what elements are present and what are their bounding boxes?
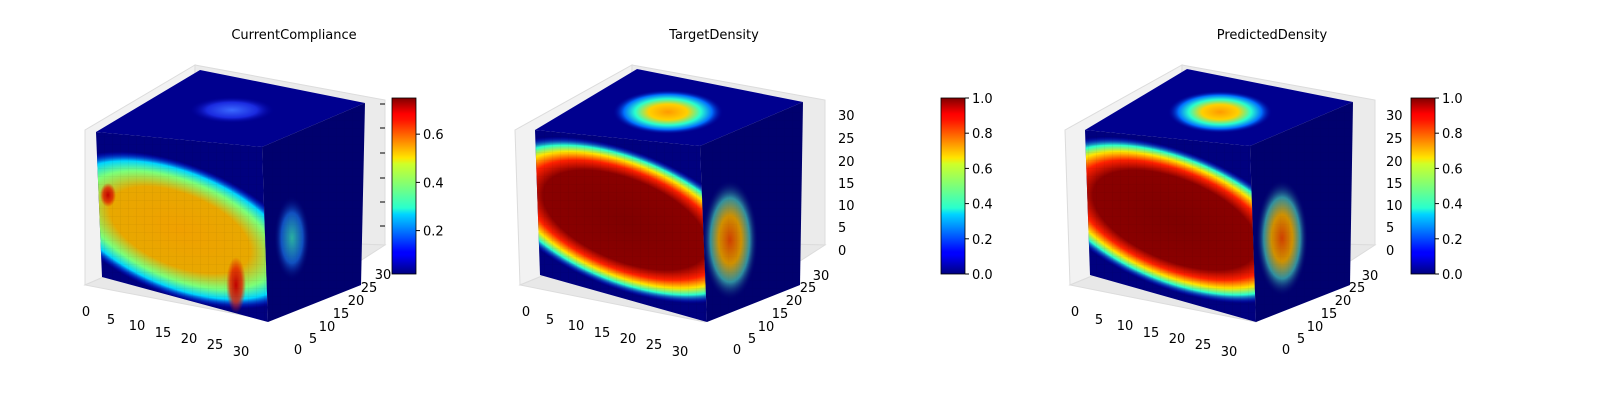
voxel-cube [96,70,365,322]
colorbar-tick-label: 0.4 [1442,198,1463,213]
x-axis-ticks: 0 5 10 15 20 25 30 [1071,305,1237,360]
z-tick-label: 30 [838,109,855,124]
colorbar-tick-label: 0.6 [972,162,993,177]
x-tick-label: 15 [1143,326,1160,341]
colorbar: 0.2 0.4 0.6 [391,97,444,275]
x-tick-label: 10 [568,319,585,334]
x-tick-label: 10 [129,319,146,334]
y-tick-label: 25 [1349,281,1366,296]
voxel-cube [535,69,803,322]
x-tick-label: 20 [181,332,198,347]
y-tick-label: 25 [800,281,817,296]
panel-predicted-density: PredictedDensity 0 5 10 [1064,28,1463,360]
y-axis-ticks: 0 5 10 15 20 25 30 [733,269,829,358]
x-tick-label: 25 [1195,338,1212,353]
x-tick-label: 30 [233,345,250,360]
x-axis-ticks: 0 5 10 15 20 25 30 [82,305,249,360]
y-tick-label: 0 [294,343,302,358]
y-tick-label: 30 [375,268,392,283]
colorbar: 0.0 0.2 0.4 0.6 0.8 1.0 [1410,92,1463,283]
y-tick-label: 20 [348,294,365,309]
z-tick-label: 25 [838,132,855,147]
x-tick-label: 25 [646,338,663,353]
y-tick-label: 10 [1307,320,1324,335]
x-tick-label: 30 [672,345,689,360]
colorbar-gradient [940,97,966,275]
colorbar-tick-label: 0.6 [423,128,444,143]
voxel-cube [1085,69,1353,322]
z-tick-label: 0 [1386,244,1394,259]
x-tick-label: 5 [107,313,115,328]
colorbar-tick-label: 0.2 [1442,233,1463,248]
z-tick-label: 10 [838,199,855,214]
z-tick-label: 5 [838,221,846,236]
y-axis-ticks: 0 5 10 15 20 25 30 [294,268,391,358]
x-tick-label: 15 [155,326,172,341]
x-tick-label: 0 [522,305,530,320]
z-tick-label: 5 [1386,221,1394,236]
colorbar-tick-label: 0.4 [972,198,993,213]
colorbar-ticks: 0.0 0.2 0.4 0.6 0.8 1.0 [1435,92,1463,283]
y-tick-label: 5 [748,332,756,347]
colorbar-tick-label: 0.2 [423,225,444,240]
x-axis-ticks: 0 5 10 15 20 25 30 [522,305,688,360]
y-tick-label: 5 [1297,332,1305,347]
y-tick-label: 20 [786,294,803,309]
chart-title: CurrentCompliance [231,28,356,43]
y-axis-ticks: 0 5 10 15 20 25 30 [1282,269,1378,358]
z-tick-label: 30 [1386,109,1403,124]
chart-title: PredictedDensity [1217,28,1328,43]
y-tick-label: 25 [361,281,378,296]
x-tick-label: 20 [620,332,637,347]
y-tick-label: 15 [772,307,789,322]
colorbar: 0.0 0.2 0.4 0.6 0.8 1.0 [940,92,993,283]
chart-title: TargetDensity [668,28,759,43]
colorbar-tick-label: 0.8 [972,127,993,142]
y-tick-label: 15 [333,307,350,322]
z-tick-label: 0 [838,244,846,259]
z-tick-label: 10 [1386,199,1403,214]
colorbar-tick-label: 1.0 [1442,92,1463,107]
y-tick-label: 0 [733,343,741,358]
colorbar-gradient [391,97,417,275]
x-tick-label: 10 [1117,319,1134,334]
colorbar-ticks: 0.0 0.2 0.4 0.6 0.8 1.0 [965,92,993,283]
x-tick-label: 15 [594,326,611,341]
y-tick-label: 0 [1282,343,1290,358]
x-tick-label: 5 [1095,313,1103,328]
y-tick-label: 10 [758,320,775,335]
z-tick-label: 25 [1386,132,1403,147]
y-tick-label: 20 [1335,294,1352,309]
colorbar-tick-label: 0.4 [423,176,444,191]
colorbar-gradient [1410,97,1436,275]
z-tick-label: 15 [838,177,855,192]
colorbar-ticks: 0.2 0.4 0.6 [416,128,444,240]
y-tick-label: 5 [309,332,317,347]
z-axis-ticks: 0 5 10 15 20 25 30 [838,109,855,259]
x-tick-label: 30 [1221,345,1238,360]
x-tick-label: 5 [546,313,554,328]
colorbar-tick-label: 1.0 [972,92,993,107]
y-tick-label: 15 [1321,307,1338,322]
z-tick-label: 15 [1386,177,1403,192]
z-tick-label: 20 [838,155,855,170]
x-tick-label: 0 [1071,305,1079,320]
colorbar-tick-label: 0.8 [1442,127,1463,142]
panel-target-density: TargetDensity 0 5 10 [514,28,993,360]
x-tick-label: 0 [82,305,90,320]
y-tick-label: 30 [813,269,830,284]
x-tick-label: 20 [1169,332,1186,347]
y-tick-label: 10 [319,320,336,335]
panel-current-compliance: CurrentCompliance [82,28,444,360]
z-axis-ticks: 0 5 10 15 20 25 30 [1386,109,1403,259]
colorbar-tick-label: 0.2 [972,233,993,248]
colorbar-tick-label: 0.0 [1442,268,1463,283]
colorbar-tick-label: 0.0 [972,268,993,283]
colorbar-tick-label: 0.6 [1442,162,1463,177]
x-tick-label: 25 [207,338,224,353]
z-tick-label: 20 [1386,155,1403,170]
y-tick-label: 30 [1362,269,1379,284]
z-axis-tick-marks [380,103,385,227]
